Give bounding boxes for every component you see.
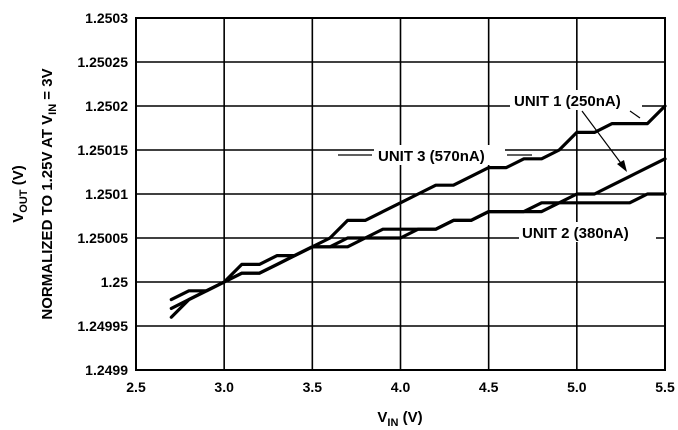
leader-unit-1-to-series-3	[629, 110, 641, 119]
y-label-2-sub: IN	[47, 104, 59, 115]
y-tick-label-7: 1.24995	[77, 318, 128, 334]
x-axis-label: VIN (V)	[377, 409, 422, 429]
y-tick-label-1: 1.25025	[77, 54, 128, 70]
series-group	[169, 104, 667, 319]
y-tick-label-4: 1.2501	[85, 186, 128, 202]
x-tick-label-6: 5.5	[655, 379, 675, 395]
y-tick-label-8: 1.2499	[85, 362, 128, 378]
x-label-sub: IN	[387, 417, 398, 429]
y-axis-label-2: NORMALIZED TO 1.25V AT VIN = 3V	[39, 68, 59, 319]
x-tick-label-4: 4.5	[479, 379, 499, 395]
y-tick-label-2: 1.2502	[85, 98, 128, 114]
annotation-unit-2: UNIT 2 (380nA)	[522, 225, 629, 242]
y-tick-label-0: 1.2503	[85, 10, 128, 26]
series-line-unit-2	[169, 192, 667, 302]
annotation-bg-unit-2	[519, 222, 656, 242]
x-tick-label-3: 4.0	[391, 379, 411, 395]
y-tick-label-6: 1.25	[101, 274, 128, 290]
y-axis-label: VOUT (V)	[10, 165, 30, 222]
x-tick-label-2: 3.5	[303, 379, 323, 395]
y-tick-labels: 1.2503 1.25025 1.2502 1.25015 1.2501 1.25005 1…	[77, 10, 128, 378]
x-label-main: V	[377, 409, 387, 426]
y-label-line-1: VOUT (V)	[10, 165, 30, 222]
x-tick-label-0: 2.5	[126, 379, 146, 395]
y-label-1-sub: OUT	[18, 189, 30, 213]
series-line-unit-3	[169, 104, 667, 310]
arrowhead-unit-1-to-series-1	[617, 160, 627, 172]
annotation-bg-unit-3	[374, 145, 505, 165]
x-label-suffix: (V)	[398, 409, 422, 426]
x-tick-label-5: 5.0	[567, 379, 587, 395]
leader-unit-1-to-series-1	[581, 110, 624, 167]
y-label-2-main: NORMALIZED TO 1.25V AT V	[39, 115, 56, 320]
y-label-1-main: V	[10, 213, 27, 223]
annotation-bg-unit-1	[510, 90, 642, 110]
annotation-unit-1: UNIT 1 (250nA)	[514, 93, 621, 110]
annotation-unit-3: UNIT 3 (570nA)	[378, 148, 485, 165]
y-tick-label-5: 1.25005	[77, 230, 128, 246]
x-tick-label-1: 3.0	[214, 379, 234, 395]
y-label-line-2: NORMALIZED TO 1.25V AT VIN = 3V	[39, 68, 59, 319]
plot-frame	[135, 17, 666, 371]
y-label-2-suffix: = 3V	[39, 68, 56, 103]
x-tick-labels: 2.5 3.0 3.5 4.0 4.5 5.0 5.5	[126, 379, 675, 395]
y-label-1-suffix: (V)	[10, 165, 27, 189]
y-tick-label-3: 1.25015	[77, 142, 128, 158]
